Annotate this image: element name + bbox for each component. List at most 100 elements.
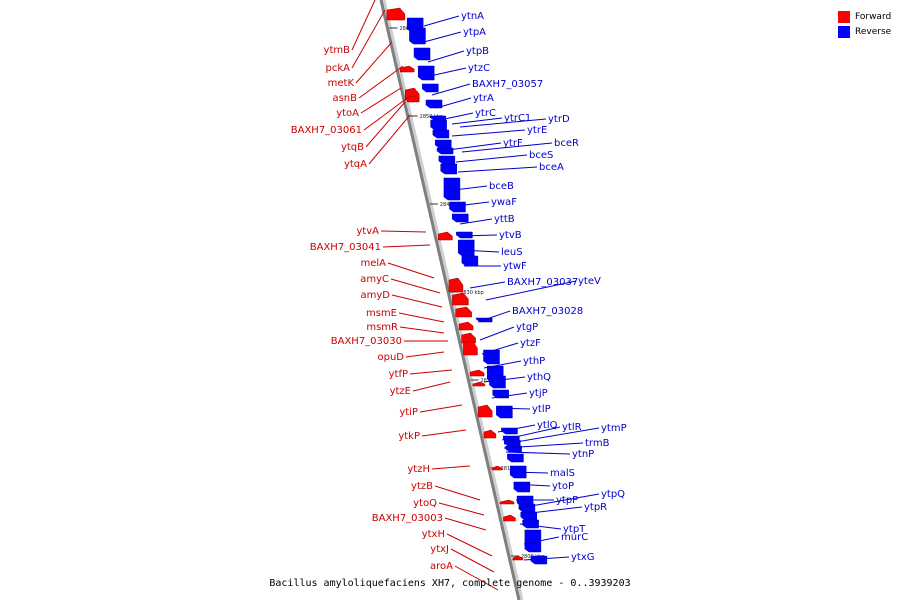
reverse-gene-label: ytpA [463, 27, 486, 38]
reverse-gene-feature [513, 481, 531, 493]
reverse-gene-label: malS [550, 468, 575, 479]
reverse-gene-label: murC [561, 532, 588, 543]
forward-gene-connector [419, 404, 463, 413]
genome-caption: Bacillus amyloliquefaciens XH7, complete… [269, 578, 631, 589]
reverse-gene-label: ytnP [572, 449, 594, 460]
reverse-gene-connector [495, 407, 531, 410]
reverse-gene-connector [423, 31, 462, 43]
forward-gene-label: BAXH7_03030 [331, 336, 402, 347]
forward-gene-label: asnB [332, 93, 357, 104]
forward-gene-feature [469, 369, 485, 377]
forward-gene-feature [455, 306, 472, 318]
forward-gene-label: opuD [377, 352, 404, 363]
forward-gene-label: ytiP [399, 407, 418, 418]
reverse-gene-connector [483, 376, 526, 383]
forward-gene-label: BAXH7_03061 [291, 125, 362, 136]
reverse-gene-label: ythP [523, 356, 545, 367]
reverse-gene-label: ywaF [491, 197, 517, 208]
forward-gene-connector [358, 65, 404, 99]
reverse-gene-label: ytgP [516, 322, 538, 333]
reverse-gene-feature [413, 47, 431, 61]
reverse-gene-label: ytrC1 [504, 113, 531, 124]
reverse-gene-label: ytxG [571, 552, 595, 563]
reverse-gene-feature [432, 129, 450, 139]
reverse-gene-connector [513, 483, 551, 487]
reverse-gene-feature [457, 239, 475, 257]
reverse-gene-feature [438, 155, 456, 165]
reverse-gene-feature [443, 177, 461, 201]
forward-gene-feature [386, 7, 406, 21]
forward-gene-label: ytkP [398, 431, 420, 442]
reverse-gene-connector [447, 142, 502, 151]
forward-gene-label: ytoQ [413, 498, 437, 509]
reverse-gene-label: ytlR [562, 422, 582, 433]
reverse-gene-feature [483, 349, 500, 365]
reverse-gene-connector [523, 536, 560, 545]
reverse-gene-label: ythQ [527, 372, 551, 383]
scale-label: 2830 kbp [460, 290, 484, 296]
reverse-gene-connector [459, 234, 498, 237]
forward-gene-connector [380, 230, 427, 233]
legend-forward-swatch [838, 10, 850, 23]
reverse-gene-label: BAXH7_03037 [507, 277, 578, 288]
reverse-gene-label: ytpQ [601, 489, 625, 500]
legend-forward-label: Forward [855, 11, 892, 22]
forward-gene-feature [458, 321, 474, 331]
reverse-gene-label: ytlP [532, 404, 551, 415]
reverse-gene-feature [430, 119, 447, 131]
reverse-gene-label: ytrD [548, 114, 570, 125]
forward-gene-connector [398, 312, 445, 323]
reverse-gene-label: ytlQ [537, 420, 558, 431]
forward-gene-connector [355, 41, 393, 84]
forward-gene-connector [360, 87, 402, 114]
forward-gene-label: ytmB [324, 45, 351, 56]
reverse-gene-connector [435, 97, 472, 109]
forward-gene-connector [387, 262, 435, 279]
reverse-gene-connector [503, 427, 600, 445]
forward-gene-label: ytxJ [430, 544, 449, 555]
forward-gene-connector [450, 548, 495, 573]
reverse-gene-label: ytpR [584, 502, 607, 513]
forward-gene-feature [463, 340, 478, 356]
reverse-gene-connector [519, 493, 600, 509]
reverse-gene-label: ytzF [520, 338, 541, 349]
reverse-gene-connector [459, 218, 493, 225]
reverse-gene-connector [483, 360, 522, 369]
forward-gene-connector [365, 101, 406, 148]
reverse-gene-connector [523, 556, 570, 561]
forward-gene-feature [503, 514, 516, 522]
reverse-gene-feature [496, 405, 513, 419]
forward-gene-connector [409, 369, 453, 375]
forward-gene-connector [421, 429, 467, 437]
forward-gene-label: amyC [360, 274, 389, 285]
reverse-gene-connector [503, 442, 584, 449]
reverse-gene-feature [409, 27, 426, 45]
reverse-gene-label: ytpT [563, 524, 586, 535]
forward-gene-label: ytoA [336, 108, 359, 119]
reverse-gene-label: ytpP [556, 495, 578, 506]
forward-gene-connector [438, 502, 485, 516]
reverse-gene-connector [455, 201, 490, 207]
forward-gene-connector [431, 465, 471, 470]
reverse-gene-label: yteV [578, 276, 601, 287]
reverse-gene-label: ytvB [499, 230, 522, 241]
reverse-gene-connector [479, 326, 515, 341]
reverse-gene-label: ytjP [529, 388, 548, 399]
reverse-gene-label: trmB [585, 438, 610, 449]
reverse-gene-connector [481, 342, 519, 355]
reverse-gene-connector [451, 117, 503, 125]
forward-gene-feature [438, 231, 453, 241]
reverse-gene-label: ytrF [503, 138, 523, 149]
forward-gene-label: amyD [361, 290, 391, 301]
forward-gene-connector [363, 95, 411, 131]
forward-gene-label: ytqB [341, 142, 364, 153]
reverse-gene-label: bceR [554, 138, 579, 149]
legend: Forward Reverse [838, 9, 891, 39]
reverse-gene-label: ytnA [461, 11, 484, 22]
reverse-gene-feature [522, 519, 539, 529]
forward-gene-connector [390, 278, 441, 294]
reverse-gene-feature [434, 139, 452, 149]
reverse-gene-connector [439, 112, 474, 121]
reverse-gene-label: bceA [539, 162, 564, 173]
forward-gene-label: ytxH [422, 529, 445, 540]
